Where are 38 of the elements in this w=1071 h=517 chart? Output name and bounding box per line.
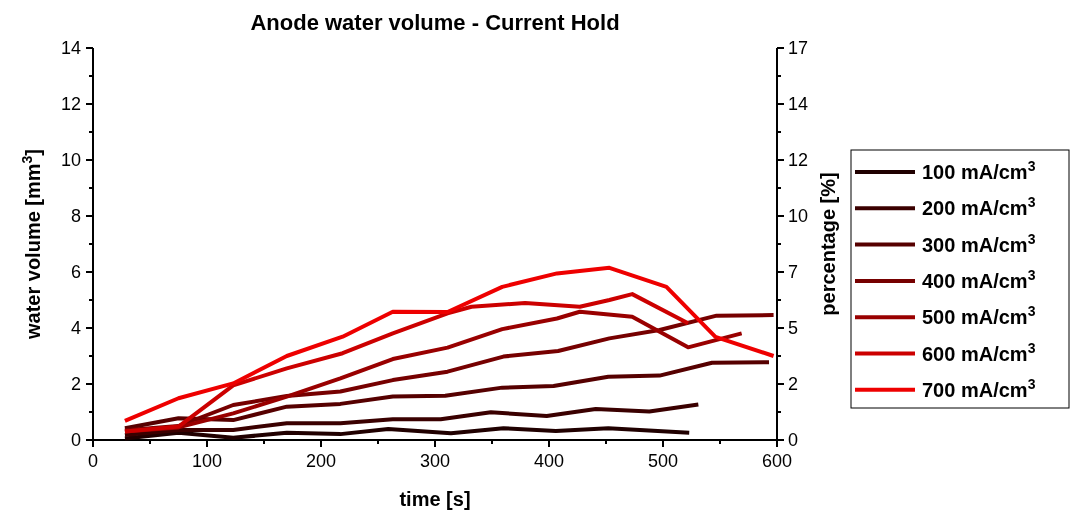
legend-label: 100 mA/cm$^{3}$	[922, 158, 1036, 183]
y-tick-label: 2	[70, 374, 81, 394]
line-series	[122, 402, 701, 437]
y2-tick-label: 2	[788, 374, 799, 394]
x-tick-label: 400	[533, 451, 565, 471]
y2-tick-label: 10	[788, 206, 809, 226]
line-series	[122, 426, 692, 441]
y2-tick-label: 17	[788, 38, 809, 58]
y2-tick-label: 12	[788, 150, 809, 170]
y-tick-label: 8	[70, 206, 81, 226]
x-tick-label: 300	[419, 451, 451, 471]
legend-label: 600 mA/cm$^{3}$	[922, 339, 1036, 365]
y-tick-label: 0	[70, 430, 81, 450]
y2-tick-label: 0	[788, 430, 799, 450]
y2-axis-title: percentage [%]	[817, 172, 839, 316]
x-tick-label: 500	[647, 451, 679, 471]
x-tick-label: 100	[191, 451, 223, 471]
x-tick-label: 0	[87, 451, 99, 471]
legend-label: 400 mA/cm$^{3}$	[922, 266, 1036, 292]
legend-label: 200 mA/cm$^{3}$	[922, 194, 1036, 220]
y-tick-label: 14	[60, 38, 81, 58]
line-series	[122, 360, 772, 431]
y-tick-label: 10	[60, 150, 81, 170]
y2-tick-label: 14	[788, 94, 809, 114]
y2-tick-label: 5	[788, 318, 799, 338]
legend-label: 300 mA/cm$^{3}$	[922, 230, 1036, 256]
x-axis-title: time [s]	[399, 488, 471, 510]
legend-label: 500 mA/cm$^{3}$	[922, 303, 1036, 329]
y2-tick-label: 7	[788, 262, 799, 282]
legend-label: 700 mA/cm$^{3}$	[922, 375, 1036, 401]
line-series	[122, 292, 691, 434]
y-tick-label: 12	[60, 94, 81, 114]
chart-title: Anode water volume - Current Hold	[250, 10, 620, 35]
x-tick-label: 600	[761, 451, 793, 471]
y-tick-label: 6	[70, 262, 81, 282]
line-series	[122, 265, 776, 423]
y-tick-label: 4	[70, 318, 81, 338]
x-tick-label: 200	[305, 451, 337, 471]
